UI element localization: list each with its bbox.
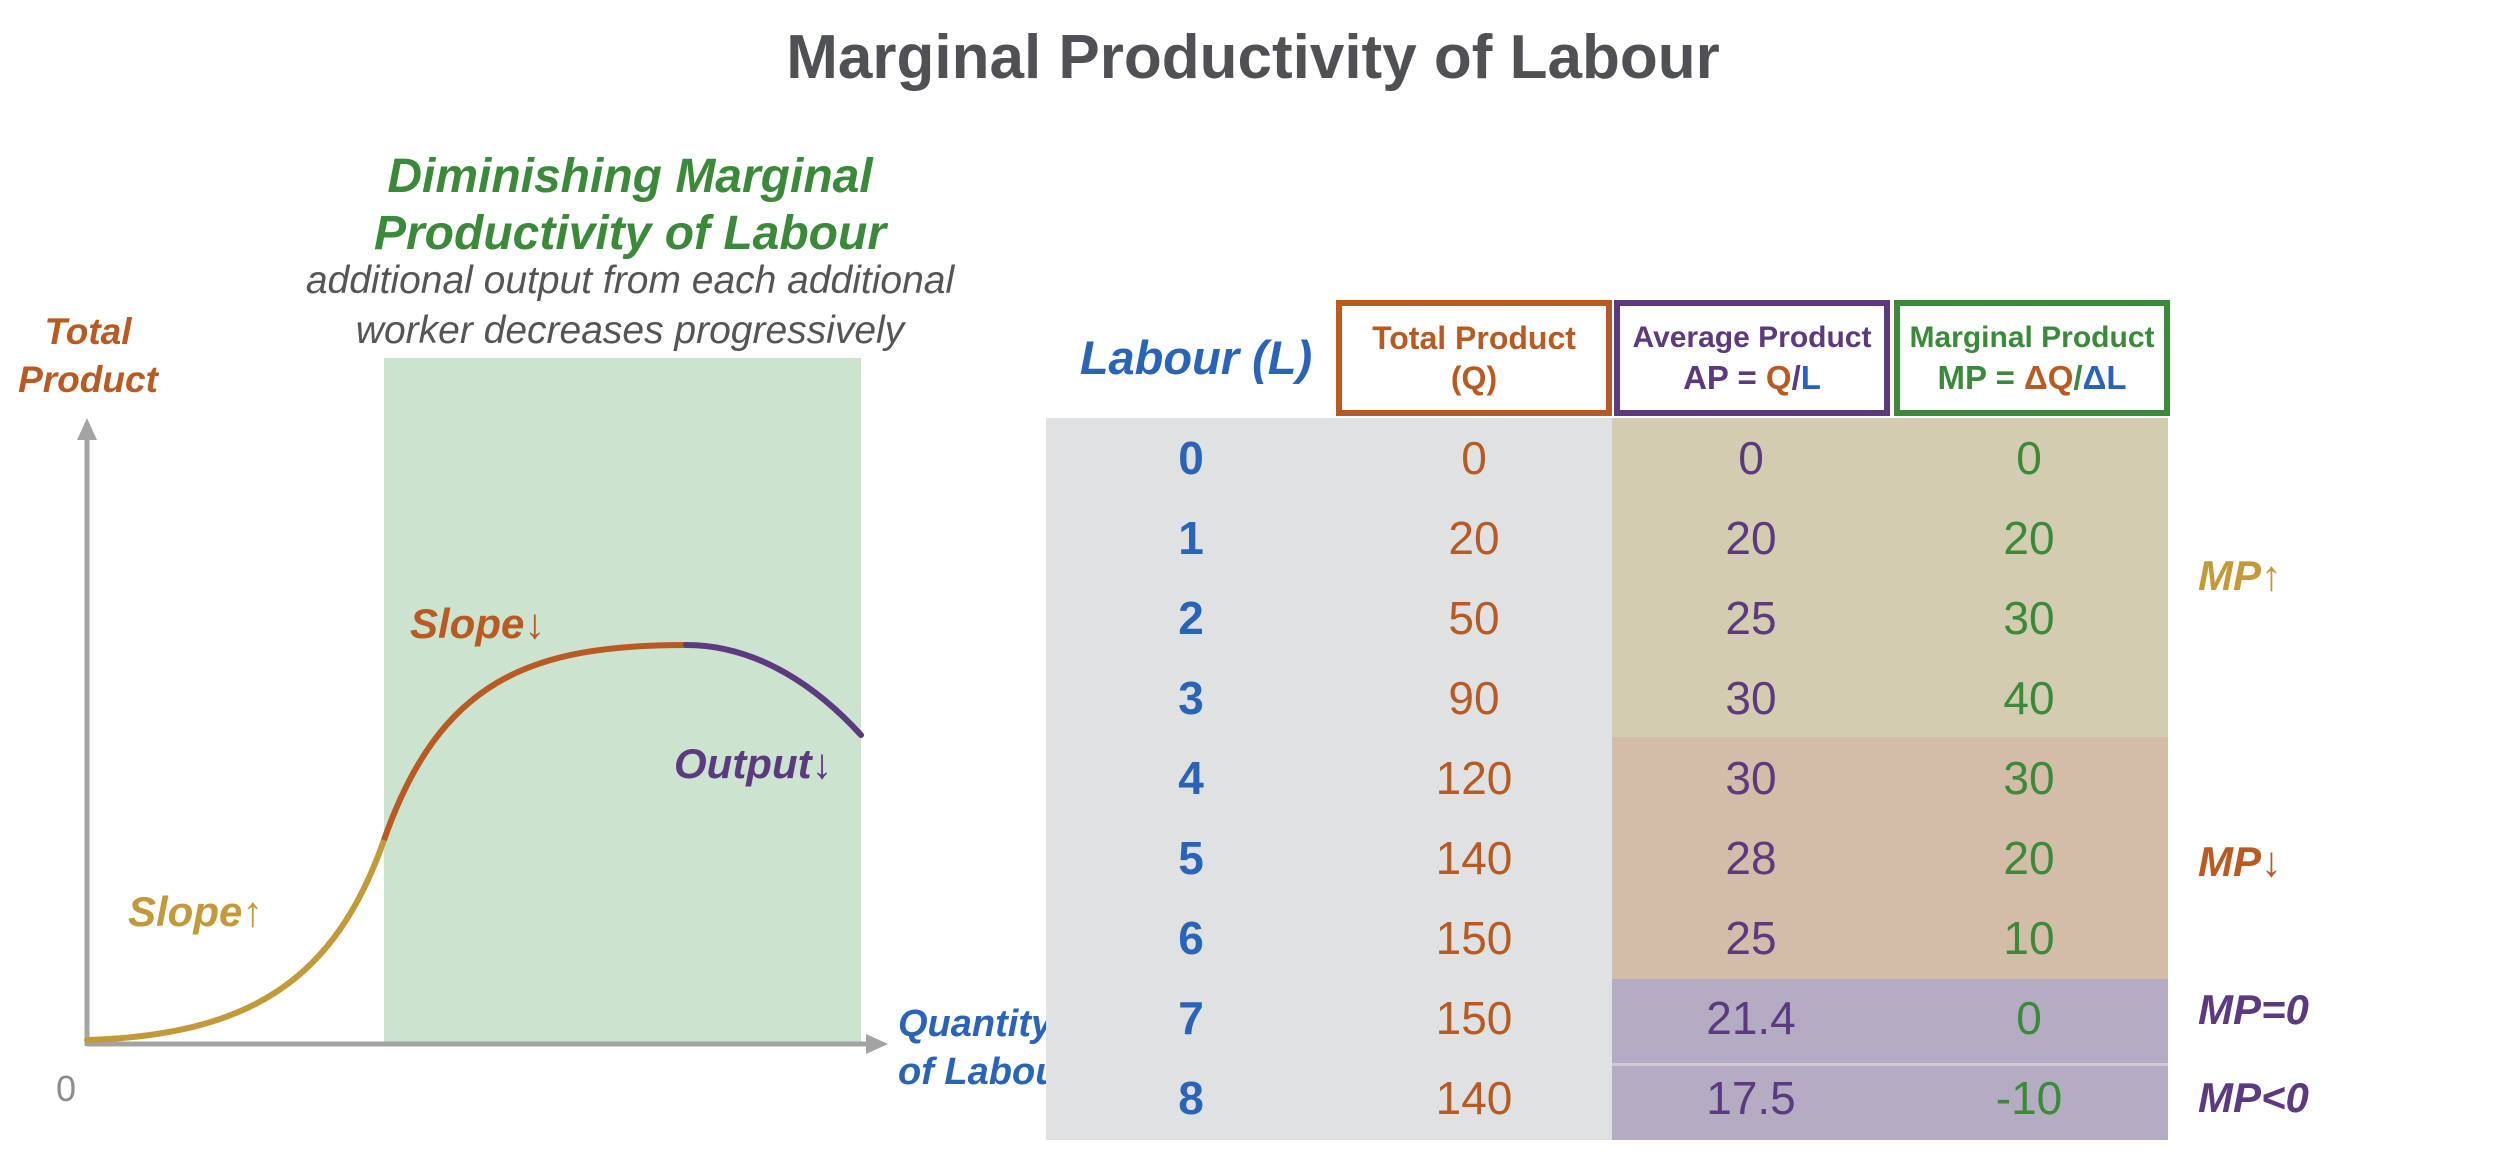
total-product-graph (77, 358, 888, 1054)
y-axis-arrow (77, 418, 97, 440)
marginal-product-cell: -10 (1995, 1072, 2063, 1124)
formula-delta-l: ΔL (2082, 359, 2127, 396)
curve-diminishing-slope (381, 642, 687, 841)
total-product-cell: 50 (1448, 592, 1500, 644)
average-product-cell: 20 (1725, 512, 1777, 564)
average-product-formula: AP = Q/L (1683, 358, 1821, 398)
marginal-product-cell: 30 (2003, 752, 2055, 804)
total-product-header-line: (Q) (1450, 360, 1498, 396)
mp-zero-label: MP=0 (2198, 986, 2309, 1033)
marginal-product-cell: 20 (2003, 832, 2055, 884)
diminishing-region-title-line: Diminishing Marginal (387, 150, 873, 203)
marginal-product-cell: 0 (2016, 432, 2042, 484)
labour-cell: 3 (1178, 672, 1204, 724)
table-row: 0 0 0 0 (0, 418, 2506, 498)
mp-negative-band (1612, 1065, 2168, 1140)
average-product-cell: 0 (1738, 432, 1764, 484)
mp-negative-label: MP<0 (2198, 1074, 2309, 1121)
x-axis-label: Quantity of Labour (898, 1000, 1073, 1096)
formula-prefix: MP = (1937, 359, 2025, 396)
labour-cell: 4 (1178, 752, 1204, 804)
average-product-cell: 30 (1725, 752, 1777, 804)
total-product-header-line: Total Product (1372, 320, 1576, 356)
y-axis-label-line: Product (18, 359, 158, 400)
marginal-product-cell: 10 (2003, 912, 2055, 964)
total-product-cell: 0 (1461, 432, 1487, 484)
diminishing-region-subtitle-line: worker decreases progressively (355, 309, 905, 352)
marginal-product-header-line: Marginal Product (1909, 321, 2155, 354)
y-axis-label-line: Total (44, 311, 132, 352)
formula-slash: / (2073, 359, 2083, 396)
total-product-cell: 120 (1435, 752, 1513, 804)
labour-cell: 5 (1178, 832, 1204, 884)
total-product-cell: 140 (1435, 832, 1513, 884)
table-row: 3 90 30 40 (0, 658, 2506, 738)
average-product-cell: 30 (1725, 672, 1777, 724)
marginal-product-cell: 20 (2003, 512, 2055, 564)
marginal-product-column-header: Marginal Product MP = ΔQ/ΔL (1894, 300, 2170, 416)
marginal-product-cell: 40 (2003, 672, 2055, 724)
labour-cell: 0 (1178, 432, 1204, 484)
diminishing-region-title-line: Productivity of Labour (373, 207, 886, 260)
formula-q: Q (1765, 359, 1792, 396)
table-row: 2 50 25 30 (0, 578, 2506, 658)
origin-label: 0 (56, 1068, 77, 1109)
marginal-product-cell: 0 (2016, 992, 2042, 1044)
labour-cell: 8 (1178, 1072, 1204, 1124)
average-product-cell: 25 (1725, 912, 1777, 964)
labour-cell: 1 (1178, 512, 1204, 564)
mp-increasing-label: MP↑ (2198, 552, 2282, 599)
average-product-cell: 28 (1725, 832, 1777, 884)
curve-declining-output (683, 642, 864, 738)
slope-increasing-label: Slope↑ (128, 888, 264, 935)
slope-decreasing-label: Slope↓ (410, 600, 546, 647)
mp-zero-band (1612, 979, 2168, 1065)
diminishing-region-title: Diminishing Marginal Productivity of Lab… (250, 148, 1010, 262)
total-product-column-header: Total Product (Q) (1336, 300, 1612, 416)
marginal-product-formula: MP = ΔQ/ΔL (1938, 358, 2127, 398)
page-title: Marginal Productivity of Labour (786, 23, 1720, 92)
formula-delta-q: ΔQ (2024, 359, 2074, 396)
diminishing-region-subtitle-line: additional output from each additional (305, 259, 955, 302)
labour-cell: 6 (1178, 912, 1204, 964)
table-row: 7 150 21.4 0 (0, 978, 2506, 1058)
total-product-cell: 150 (1435, 912, 1513, 964)
total-product-cell: 150 (1435, 992, 1513, 1044)
output-decreasing-label: Output↓ (674, 740, 833, 787)
total-product-cell: 140 (1435, 1072, 1513, 1124)
y-axis-label: Total Product (8, 308, 168, 404)
diminishing-region-subtitle: additional output from each additional w… (250, 256, 1010, 356)
mp-decreasing-band (1612, 737, 2168, 979)
formula-l: L (1800, 359, 1821, 396)
average-product-cell: 21.4 (1706, 992, 1796, 1044)
table-row: 8 140 17.5 -10 (0, 1058, 2506, 1138)
curve-increasing-slope (84, 837, 387, 1043)
formula-slash: / (1791, 359, 1801, 396)
average-product-cell: 25 (1725, 592, 1777, 644)
table-row: 1 20 20 20 (0, 498, 2506, 578)
table-row: 5 140 28 20 (0, 818, 2506, 898)
average-product-column-header: Average Product AP = Q/L (1614, 300, 1890, 416)
mp-increasing-band (1612, 418, 2168, 737)
x-axis-label-line: Quantity (898, 1003, 1053, 1045)
band-divider (1612, 1063, 2168, 1066)
labour-cell: 7 (1178, 992, 1204, 1044)
table-row: 6 150 25 10 (0, 898, 2506, 978)
mp-decreasing-label: MP↓ (2198, 838, 2282, 885)
table-row: 4 120 30 30 (0, 738, 2506, 818)
labour-cell: 2 (1178, 592, 1204, 644)
x-axis-label-line: of Labour (898, 1051, 1074, 1093)
x-axis-arrow (866, 1034, 888, 1054)
total-product-cell: 90 (1448, 672, 1500, 724)
labour-column-header: Labour (L) (1079, 331, 1313, 384)
average-product-cell: 17.5 (1706, 1072, 1796, 1124)
formula-prefix: AP = (1683, 359, 1766, 396)
marginal-product-cell: 30 (2003, 592, 2055, 644)
average-product-header-line: Average Product (1632, 321, 1872, 354)
total-product-cell: 20 (1448, 512, 1500, 564)
diminishing-region (384, 358, 861, 1046)
